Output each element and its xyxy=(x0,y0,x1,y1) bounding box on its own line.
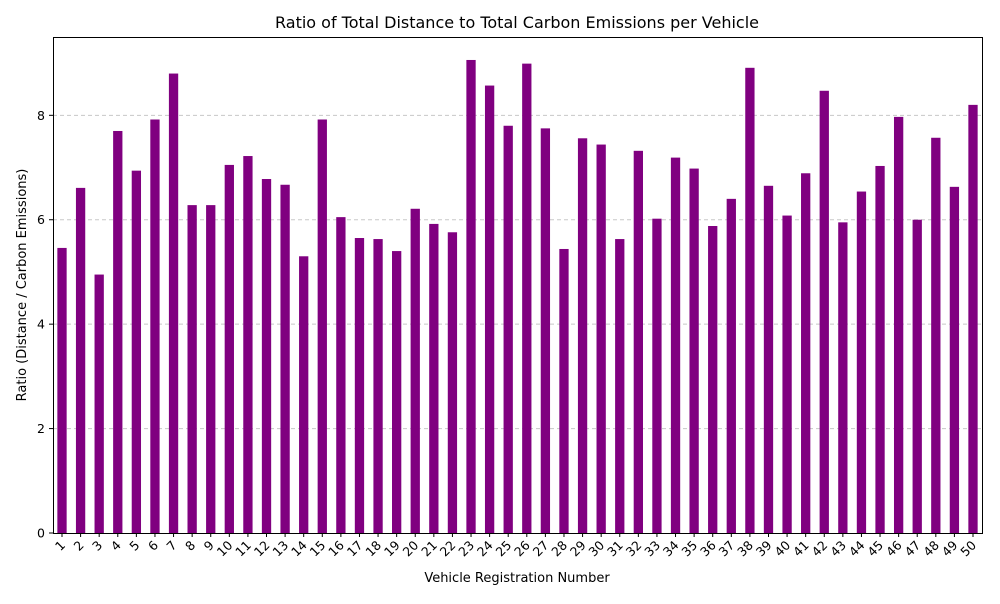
bar-vehicle-7 xyxy=(168,73,179,534)
x-axis-ticks: 1 2 3 4 5 6 7 8 91011121314151617181920212223242… xyxy=(52,533,979,559)
bar-vehicle-6 xyxy=(150,119,160,534)
bar-vehicle-46 xyxy=(893,116,904,533)
bar-vehicle-24 xyxy=(484,85,495,533)
bar-vehicle-12 xyxy=(261,179,272,533)
bar-vehicle-27 xyxy=(540,128,551,534)
bar-vehicle-40 xyxy=(782,215,792,533)
x-tick-label: 4 xyxy=(108,537,124,553)
x-tick-label: 8 xyxy=(182,537,198,553)
y-axis-ticks: 0 2 4 6 8 xyxy=(37,108,53,541)
chart-title: Ratio of Total Distance to Total Carbon … xyxy=(275,13,759,32)
x-tick-label: 50 xyxy=(957,537,979,559)
x-tick-label: 9 xyxy=(201,537,217,553)
x-tick-label: 5 xyxy=(126,538,142,554)
y-tick-label: 2 xyxy=(37,421,45,436)
x-tick-label: 1 xyxy=(52,538,68,554)
bar-vehicle-30 xyxy=(596,144,606,533)
bar-vehicle-49 xyxy=(949,186,960,533)
bar-vehicle-17 xyxy=(354,238,365,533)
bar-vehicle-29 xyxy=(577,138,588,533)
bar-vehicle-21 xyxy=(429,223,439,533)
bar-vehicle-38 xyxy=(745,67,755,534)
bar-vehicle-37 xyxy=(726,198,736,533)
plot-frame xyxy=(53,37,983,534)
bar-vehicle-50 xyxy=(968,104,978,533)
bar-vehicle-3 xyxy=(94,274,104,533)
y-axis-label: Ratio (Distance / Carbon Emissions) xyxy=(15,169,30,402)
x-tick-label: 6 xyxy=(145,537,161,553)
bar-vehicle-5 xyxy=(131,170,142,534)
bar-vehicle-36 xyxy=(708,226,718,533)
bar-vehicle-32 xyxy=(633,150,643,533)
y-tick-label: 0 xyxy=(37,526,45,541)
bar-vehicle-45 xyxy=(875,165,885,533)
bar-vehicle-25 xyxy=(503,125,513,533)
bar-vehicle-14 xyxy=(299,256,309,533)
bars xyxy=(57,59,978,534)
bar-vehicle-42 xyxy=(819,90,829,533)
bar-vehicle-15 xyxy=(317,119,327,534)
bar-vehicle-4 xyxy=(113,130,123,533)
bar-vehicle-35 xyxy=(689,168,699,533)
x-axis-label: Vehicle Registration Number xyxy=(424,571,610,586)
bar-vehicle-31 xyxy=(615,239,625,533)
bar-vehicle-41 xyxy=(801,173,811,533)
y-tick-label: 6 xyxy=(37,212,45,227)
bar-vehicle-44 xyxy=(856,191,867,533)
bar-vehicle-34 xyxy=(670,157,681,533)
bar-vehicle-8 xyxy=(187,205,197,533)
y-tick-label: 4 xyxy=(37,317,45,332)
bar-vehicle-16 xyxy=(336,217,346,533)
bar-vehicle-20 xyxy=(410,208,420,533)
bar-vehicle-9 xyxy=(206,205,216,533)
y-tick-label: 8 xyxy=(37,108,45,123)
bar-vehicle-11 xyxy=(243,156,253,534)
bar-vehicle-1 xyxy=(57,247,67,533)
bar-vehicle-33 xyxy=(652,218,662,533)
bar-vehicle-26 xyxy=(522,63,532,533)
bar-vehicle-43 xyxy=(838,222,848,534)
bar-vehicle-18 xyxy=(373,239,383,533)
bar-vehicle-2 xyxy=(75,187,86,533)
x-tick-label: 3 xyxy=(89,538,105,554)
bar-vehicle-23 xyxy=(466,59,476,534)
bar-vehicle-10 xyxy=(224,164,234,534)
bar-vehicle-28 xyxy=(559,248,569,533)
bar-vehicle-22 xyxy=(447,232,458,533)
bar-vehicle-19 xyxy=(392,251,402,533)
bar-vehicle-39 xyxy=(763,185,774,534)
x-tick-label: 7 xyxy=(163,538,179,554)
x-tick-label: 2 xyxy=(70,538,86,554)
bar-vehicle-13 xyxy=(280,184,290,533)
bar-vehicle-47 xyxy=(912,219,922,533)
bar-vehicle-48 xyxy=(931,137,941,534)
